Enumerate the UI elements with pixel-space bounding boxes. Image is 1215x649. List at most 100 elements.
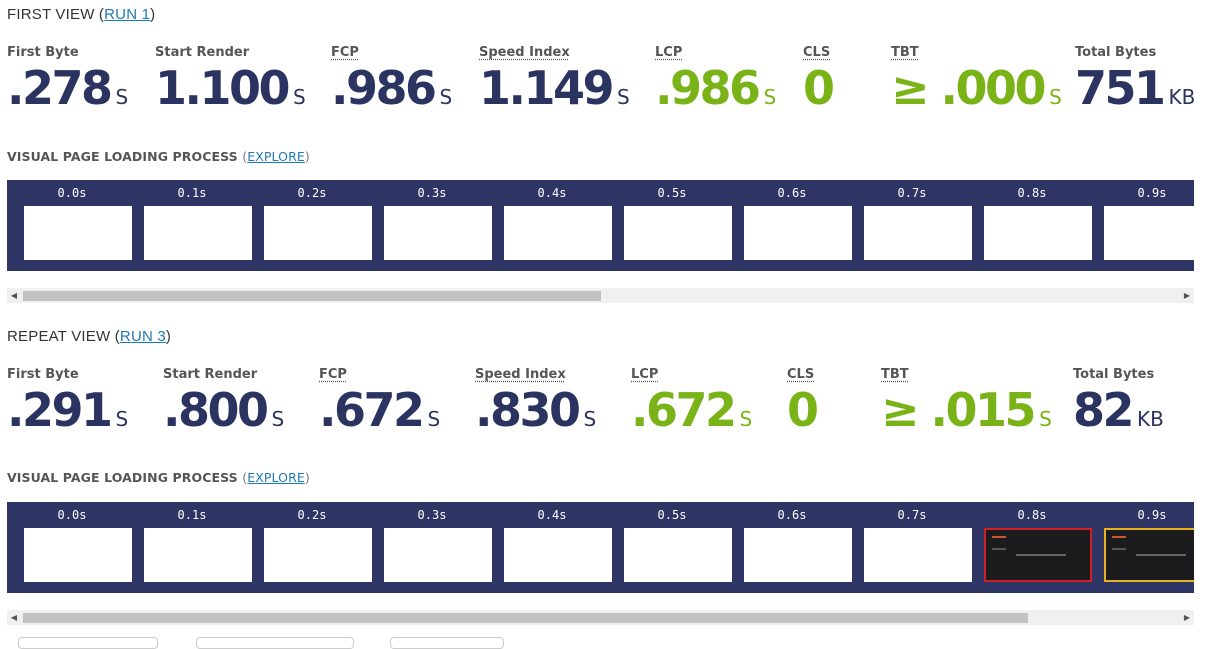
metric-unit: S [1049, 85, 1062, 109]
frame-thumbnail[interactable] [624, 206, 732, 260]
metric-label-link[interactable]: TBT [881, 367, 909, 382]
frame-thumbnail[interactable] [144, 528, 252, 582]
filmstrip: 0.0s 0.1s 0.2s 0.3s 0.4s 0.5s 0.6s 0.7s … [7, 502, 1194, 593]
filmstrip-scrollbar[interactable]: ◀ ▶ [7, 288, 1194, 303]
page-logo-shape [1112, 536, 1126, 538]
filmstrip-frame[interactable]: 0.2s [252, 180, 372, 271]
first-view-title: FIRST VIEW (RUN 1) [7, 6, 156, 23]
frame-thumbnail[interactable] [264, 206, 372, 260]
metric-cls: CLS 0 [787, 367, 822, 433]
scroll-left-arrow-icon[interactable]: ◀ [10, 613, 18, 622]
metric-unit: S [115, 85, 129, 109]
metric-unit: S [293, 85, 306, 109]
filmstrip-frame[interactable]: 0.2s [252, 502, 372, 593]
filmstrip-frame[interactable]: 0.8s [972, 502, 1092, 593]
frame-thumbnail[interactable] [744, 528, 852, 582]
metric-start-render: Start Render 1.100 S [155, 45, 306, 111]
metric-label: Total Bytes [1075, 45, 1157, 60]
metric-label-link[interactable]: Speed Index [475, 367, 566, 382]
explore-link[interactable]: EXPLORE [247, 149, 305, 164]
filmstrip-frame[interactable]: 0.1s [132, 502, 252, 593]
filmstrip-frame[interactable]: 0.3s [372, 180, 492, 271]
metric-label-link[interactable]: TBT [891, 45, 919, 60]
frame-thumbnail[interactable] [504, 528, 612, 582]
filmstrip-frame[interactable]: 0.9s [1092, 502, 1194, 593]
page-logo-shape [992, 536, 1006, 538]
frame-thumbnail[interactable] [384, 206, 492, 260]
frame-thumbnail[interactable] [1104, 206, 1194, 260]
metric-unit: KB [1137, 407, 1164, 431]
scroll-right-arrow-icon[interactable]: ▶ [1183, 291, 1191, 300]
metric-unit: KB [1168, 85, 1196, 109]
metric-unit: S [1039, 407, 1052, 431]
frame-thumbnail[interactable] [744, 206, 852, 260]
explore-link[interactable]: EXPLORE [247, 470, 305, 485]
metric-unit: S [439, 85, 453, 109]
frame-thumbnail[interactable] [864, 528, 972, 582]
metric-label-link[interactable]: LCP [631, 367, 659, 382]
metric-label-link[interactable]: LCP [655, 45, 683, 60]
filmstrip-frame[interactable]: 0.8s [972, 180, 1092, 271]
metric-label-link[interactable]: Speed Index [479, 45, 570, 60]
action-button[interactable] [18, 637, 158, 649]
repeat-view-title: REPEAT VIEW (RUN 3) [7, 328, 172, 345]
action-button[interactable] [196, 637, 354, 649]
run-1-link[interactable]: RUN 1 [104, 6, 151, 23]
filmstrip-frame[interactable]: 0.6s [732, 502, 852, 593]
filmstrip-frame[interactable]: 0.7s [852, 502, 972, 593]
scroll-right-arrow-icon[interactable]: ▶ [1183, 613, 1191, 622]
frame-thumbnail[interactable] [144, 206, 252, 260]
page-content-shape [992, 548, 1006, 550]
metric-value: .278 [7, 61, 113, 115]
frame-thumbnail[interactable] [384, 528, 492, 582]
metric-value: 1.100 [155, 61, 291, 115]
scrollbar-thumb[interactable] [23, 613, 1028, 623]
frame-thumbnail[interactable] [984, 206, 1092, 260]
metric-unit: S [583, 407, 597, 431]
filmstrip-frame[interactable]: 0.6s [732, 180, 852, 271]
metric-label-link[interactable]: CLS [803, 45, 831, 60]
metric-tbt: TBT ≥ .000 S [891, 45, 1062, 111]
frame-thumbnail[interactable] [864, 206, 972, 260]
frame-thumbnail[interactable] [504, 206, 612, 260]
scrollbar-thumb[interactable] [23, 291, 601, 301]
filmstrip-frame[interactable]: 0.7s [852, 180, 972, 271]
run-3-link[interactable]: RUN 3 [119, 328, 166, 345]
filmstrip-scrollbar[interactable]: ◀ ▶ [7, 610, 1194, 625]
filmstrip-frame[interactable]: 0.5s [612, 180, 732, 271]
filmstrip-frame[interactable]: 0.4s [492, 180, 612, 271]
filmstrip-frame[interactable]: 0.0s [12, 180, 132, 271]
scroll-left-arrow-icon[interactable]: ◀ [10, 291, 18, 300]
metric-unit: S [427, 407, 441, 431]
frame-thumbnail[interactable] [24, 206, 132, 260]
metric-total-bytes: Total Bytes 82 KB [1073, 367, 1164, 433]
metric-value: ≥ .015 [881, 383, 1037, 437]
metric-label-link[interactable]: CLS [787, 367, 815, 382]
frame-thumbnail-changed[interactable] [984, 528, 1092, 582]
filmstrip-frame[interactable]: 0.3s [372, 502, 492, 593]
metric-label-link[interactable]: FCP [319, 367, 347, 382]
frame-thumbnail[interactable] [624, 528, 732, 582]
metric-first-byte: First Byte .278 S [7, 45, 128, 111]
frame-thumbnail[interactable] [24, 528, 132, 582]
metric-unit: S [763, 85, 777, 109]
metric-speed-index: Speed Index .830 S [475, 367, 596, 433]
metric-value: .986 [331, 61, 437, 115]
frame-thumbnail-final[interactable] [1104, 528, 1194, 582]
filmstrip-frame[interactable]: 0.0s [12, 502, 132, 593]
filmstrip-frame[interactable]: 0.1s [132, 180, 252, 271]
metric-value: ≥ .000 [891, 61, 1047, 115]
filmstrip-frame[interactable]: 0.9s [1092, 180, 1194, 271]
metric-speed-index: Speed Index 1.149 S [479, 45, 630, 111]
metric-lcp: LCP .672 S [631, 367, 752, 433]
metric-value: .291 [7, 383, 113, 437]
metric-value: 0 [803, 61, 835, 115]
frame-thumbnail[interactable] [264, 528, 372, 582]
filmstrip-frame[interactable]: 0.5s [612, 502, 732, 593]
filmstrip-frame[interactable]: 0.4s [492, 502, 612, 593]
first-view-metrics: First Byte .278 S Start Render 1.100 S FCP… [7, 45, 1207, 125]
page-content-shape [1016, 554, 1066, 556]
action-button[interactable] [390, 637, 504, 649]
metric-value: .672 [319, 383, 425, 437]
metric-label-link[interactable]: FCP [331, 45, 359, 60]
